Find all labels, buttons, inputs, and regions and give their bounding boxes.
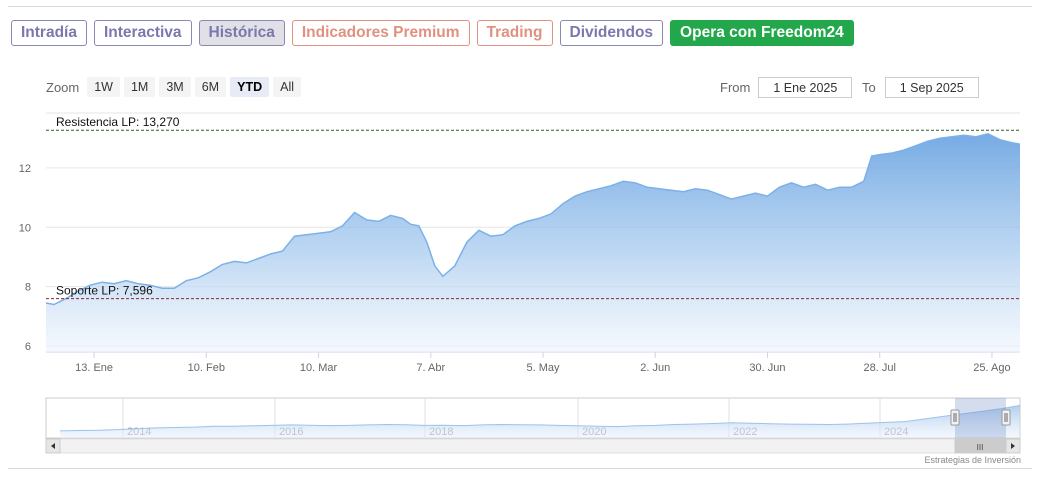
tab-hist-rica[interactable]: Histórica (198, 20, 285, 46)
navigator-handle[interactable] (950, 409, 960, 426)
x-tick-label: 13. Ene (75, 362, 113, 374)
navigator-year-label: 2022 (733, 426, 757, 438)
zoom-label: Zoom (46, 79, 80, 95)
navigator-area (60, 405, 1020, 438)
y-tick-label: 12 (19, 163, 31, 175)
zoom-button-6m[interactable]: 6M (194, 77, 227, 97)
navigator-year-label: 2014 (127, 426, 151, 438)
x-tick-label: 28. Jul (864, 362, 896, 374)
tab-opera-con-freedom24[interactable]: Opera con Freedom24 (670, 20, 854, 46)
annotation-label: Soporte LP: 7,596 (56, 284, 153, 298)
navigator-frame (45, 397, 1021, 439)
scrollbar-grip: III (977, 443, 984, 452)
annotation-label: Resistencia LP: 13,270 (56, 115, 180, 129)
zoom-button-all[interactable]: All (273, 77, 302, 97)
top-divider (8, 6, 1032, 7)
navigator-selection (955, 398, 1006, 438)
y-tick-label: 6 (25, 341, 31, 353)
chart-tabs: Intradía Interactiva Histórica Indicadores … (11, 20, 854, 46)
tab-indicadores-premium[interactable]: Indicadores Premium (291, 20, 470, 46)
chart-annotations: Resistencia LP: 13,270 Soporte LP: 7,596 (46, 115, 1020, 300)
tab-trading[interactable]: Trading (476, 20, 553, 46)
chart-y-ticks: 6 8 10 12 (19, 163, 31, 353)
chart-x-ticks: 13. Ene 10. Feb 10. Mar 7. Abr 5. May 2. Jun 3… (75, 352, 1011, 374)
tab-interactiva[interactable]: Interactiva (93, 20, 192, 46)
x-tick-label: 7. Abr (416, 362, 445, 374)
tab-dividendos[interactable]: Dividendos (559, 20, 664, 46)
zoom-button-ytd[interactable]: YTD (230, 77, 270, 97)
bottom-divider (8, 468, 1032, 469)
x-tick-label: 25. Ago (973, 362, 1010, 374)
x-tick-label: 5. May (527, 362, 561, 374)
range-to-input[interactable]: 1 Sep 2025 (884, 77, 979, 98)
scrollbar-thumb[interactable] (954, 438, 1007, 454)
zoom-bar: Zoom 1W 1M 3M 6M YTD All (46, 77, 302, 97)
range-from-input[interactable]: 1 Ene 2025 (758, 77, 853, 98)
zoom-button-1w[interactable]: 1W (87, 77, 120, 97)
tab-intrad-a[interactable]: Intradía (11, 20, 87, 46)
chart-area-layer (45, 133, 1021, 352)
x-tick-label: 10. Feb (188, 362, 225, 374)
navigator: 2014 2016 2018 2020 2022 2024 III (45, 397, 1021, 454)
navigator-line (59, 404, 1021, 432)
y-tick-label: 10 (19, 222, 31, 234)
credit-text: Estrategias de Inversión (924, 455, 1021, 465)
y-tick-label: 8 (25, 282, 31, 294)
arrow-right-icon (1011, 443, 1015, 449)
x-tick-label: 10. Mar (300, 362, 338, 374)
zoom-button-3m[interactable]: 3M (159, 77, 191, 97)
scroll-left-button[interactable] (45, 438, 61, 454)
navigator-year-label: 2024 (884, 426, 908, 438)
range-to-label: To (862, 80, 876, 95)
navigator-year-label: 2020 (582, 426, 606, 438)
x-tick-label: 30. Jun (749, 362, 785, 374)
scrollbar-track[interactable] (45, 438, 1021, 454)
chart-grid (46, 112, 1020, 353)
arrow-left-icon (51, 443, 55, 449)
scroll-right-button[interactable] (1005, 438, 1021, 454)
range-from: From 1 Ene 2025 (720, 77, 853, 98)
price-line (45, 133, 1021, 306)
zoom-button-1m[interactable]: 1M (123, 77, 156, 97)
navigator-handle[interactable] (1001, 409, 1011, 426)
price-area (46, 133, 1020, 352)
range-to: To 1 Sep 2025 (862, 77, 979, 98)
range-from-label: From (720, 80, 751, 95)
navigator-year-label: 2016 (279, 426, 303, 438)
navigator-year-label: 2018 (429, 426, 453, 438)
x-tick-label: 2. Jun (640, 362, 670, 374)
